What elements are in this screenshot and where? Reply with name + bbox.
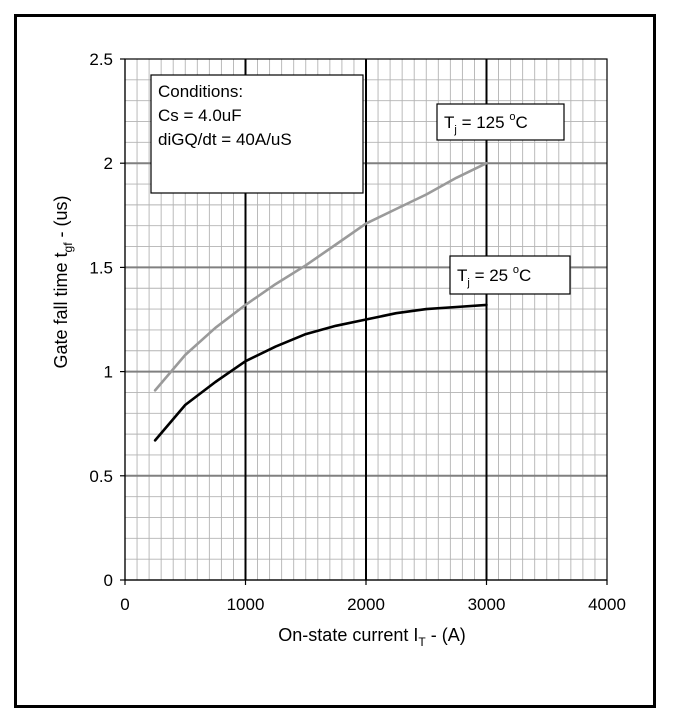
x-axis-label-sub: T	[418, 635, 426, 649]
x-axis-label: On-state current IT - (A)	[278, 625, 465, 649]
series-layer	[153, 161, 488, 442]
y-tick-label: 2.5	[89, 50, 113, 69]
conditions-line-2: Cs = 4.0uF	[158, 106, 242, 125]
series-line-1	[153, 303, 488, 442]
series-label-25c-sub: j	[466, 277, 469, 289]
series-label-25c-value: = 25	[470, 266, 513, 285]
x-tick-label: 1000	[227, 595, 265, 614]
conditions-line-1: Conditions:	[158, 82, 243, 101]
y-axis-label-main: Gate fall time t	[51, 252, 71, 368]
series-label-25c: Tj = 25 oC	[449, 255, 571, 295]
series-label-25c-main: T	[457, 266, 467, 285]
y-tick-label: 1.5	[89, 258, 113, 277]
x-tick-label: 0	[120, 595, 129, 614]
y-tick-label: 0.5	[89, 467, 113, 486]
x-tick-label: 3000	[468, 595, 506, 614]
x-tick-label: 2000	[347, 595, 385, 614]
x-axis-label-main: On-state current I	[278, 625, 418, 645]
series-label-125c-deg: o	[509, 111, 515, 123]
tick-labels: 0 1000 2000 3000 4000 0 0.5 1 1.5 2 2.5	[89, 50, 626, 614]
y-tick-label: 2	[104, 154, 113, 173]
series-label-25c-unit: C	[519, 266, 531, 285]
conditions-annotation: Conditions: Cs = 4.0uF diGQ/dt = 40A/uS	[150, 74, 364, 194]
series-label-125c-sub: j	[453, 124, 456, 136]
x-axis-label-tail: - (A)	[426, 625, 466, 645]
chart-frame: 0 1000 2000 3000 4000 0 0.5 1 1.5 2 2.5 Gate fall …	[14, 14, 656, 708]
y-axis-label-tail: - (us)	[51, 195, 71, 242]
series-label-125c: Tj = 125 oC	[436, 103, 565, 141]
y-axis-label: Gate fall time tgf - (us)	[51, 195, 75, 368]
series-label-125c-value: = 125	[457, 113, 509, 132]
y-tick-label: 1	[104, 363, 113, 382]
svg-text:Tj = 125 oC: Tj = 125 oC	[444, 111, 528, 136]
conditions-line-3: diGQ/dt = 40A/uS	[158, 130, 292, 149]
x-tick-label: 4000	[588, 595, 626, 614]
y-axis-label-sub: gf	[61, 242, 75, 253]
gate-fall-time-chart: 0 1000 2000 3000 4000 0 0.5 1 1.5 2 2.5 Gate fall …	[51, 50, 626, 649]
series-label-125c-unit: C	[515, 113, 527, 132]
series-label-125c-main: T	[444, 113, 454, 132]
svg-text:Tj = 25 oC: Tj = 25 oC	[457, 264, 531, 289]
y-tick-label: 0	[104, 571, 113, 590]
series-label-25c-deg: o	[513, 264, 519, 276]
series-line-0	[153, 161, 488, 392]
